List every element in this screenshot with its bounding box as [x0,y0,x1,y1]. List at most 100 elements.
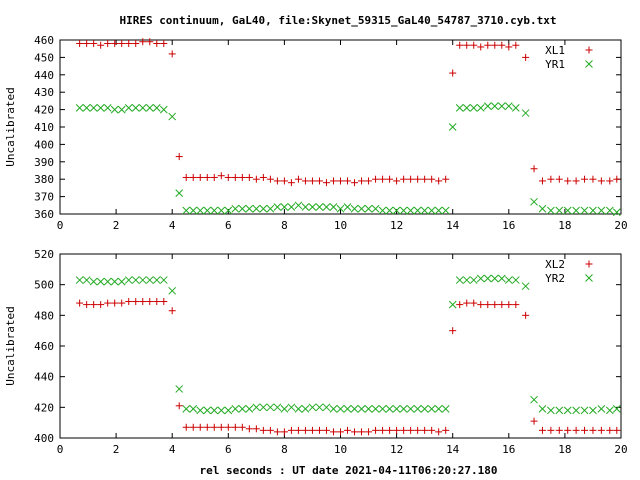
data-point-plus [280,428,288,436]
data-point-plus [477,301,485,309]
data-point-plus [245,173,253,181]
legend-marker [585,260,593,268]
x-axis-label: rel seconds : UT date 2021-04-11T06:20:2… [199,464,497,477]
data-point-plus [322,179,330,187]
data-point-x [504,276,513,284]
marker-stroke [238,405,247,413]
data-point-plus [379,426,387,434]
marker-stroke [182,206,191,215]
marker-stroke [476,274,485,283]
marker-stroke [138,104,147,112]
data-point-plus [196,423,204,431]
marker-stroke [152,104,161,112]
data-point-x [196,406,205,415]
data-point-x [259,204,268,213]
data-point-plus [118,39,126,47]
marker-stroke [385,405,394,413]
data-point-plus [217,423,225,431]
marker-stroke [406,405,415,413]
marker-stroke [280,405,289,413]
marker-stroke [521,109,530,117]
marker-stroke [96,104,105,112]
data-point-plus [581,175,589,183]
data-point-plus [512,301,520,309]
data-point-plus [456,301,464,309]
data-point-plus [456,41,464,49]
marker-stroke [280,203,289,211]
data-point-plus [287,179,295,187]
legend-marker [585,46,593,54]
marker-stroke [231,405,240,413]
marker-stroke [210,206,219,215]
marker-stroke [336,204,345,213]
data-point-plus [606,426,614,434]
data-point-x [138,104,147,112]
marker-stroke [152,276,161,284]
data-point-plus [273,428,281,436]
data-point-x [175,385,184,393]
data-point-plus [76,39,84,47]
data-point-x [605,206,614,215]
data-point-plus [477,43,485,51]
marker-stroke [322,203,331,211]
data-point-x [483,102,492,110]
plot-frame [59,39,622,215]
data-point-x [273,403,282,412]
data-point-plus [182,423,190,431]
data-point-x [224,406,233,415]
marker-stroke [483,274,492,283]
data-point-x [145,104,154,112]
data-point-x [378,206,387,215]
data-point-x [231,204,240,213]
data-point-plus [210,173,218,181]
y-axis-label: Uncalibrated [4,306,17,385]
marker-stroke [538,405,547,413]
data-point-plus [555,426,563,434]
data-point-x [238,204,247,213]
data-point-plus [252,175,260,183]
marker-stroke [224,206,233,215]
marker-stroke [427,206,436,215]
marker-stroke [294,405,303,413]
marker-stroke [196,206,205,215]
data-point-x [75,104,84,112]
data-point-plus [530,417,538,425]
marker-stroke [252,403,261,412]
data-point-plus [146,38,154,46]
data-point-plus [597,426,605,434]
y-tick-label: 480 [34,309,54,322]
data-point-plus [224,173,232,181]
marker-stroke [168,112,177,121]
data-point-x [483,274,492,283]
data-point-plus [132,39,140,47]
data-point-plus [252,425,260,433]
data-point-plus [463,299,471,307]
data-point-plus [160,39,168,47]
data-point-plus [203,423,211,431]
data-point-x [266,204,275,213]
marker-stroke [217,206,226,215]
data-point-plus [118,299,126,307]
marker-stroke [131,276,140,284]
data-point-plus [522,311,530,319]
data-point-plus [231,423,239,431]
data-point-x [385,405,394,413]
data-point-plus [613,426,621,434]
data-point-plus [329,428,337,436]
y-tick-label: 520 [34,248,54,261]
data-point-x [420,206,429,215]
data-point-plus [238,173,246,181]
marker-stroke [455,276,464,284]
data-point-x [455,104,464,112]
marker-stroke [504,276,513,284]
data-point-x [266,403,275,412]
data-point-plus [442,426,450,434]
marker-stroke [315,403,324,412]
data-point-x [357,405,366,413]
marker-stroke [580,406,589,415]
x-tick-label: 12 [390,443,403,456]
marker-stroke [266,204,275,213]
data-point-x [343,203,352,211]
data-point-x [245,204,254,213]
